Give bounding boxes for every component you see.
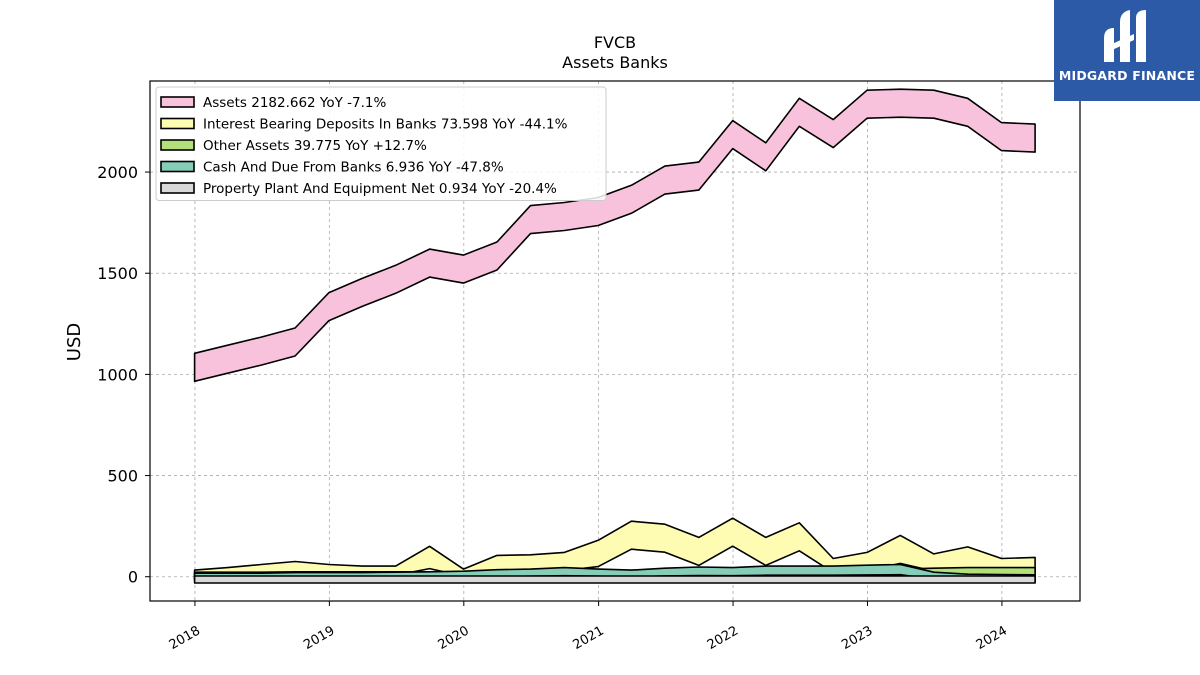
legend-swatch: [160, 117, 195, 130]
legend-entry: Assets 2182.662 YoY -7.1%: [203, 95, 387, 111]
x-tick-label: 2018: [167, 623, 203, 653]
legend: Assets 2182.662 YoY -7.1% Interest Bearin…: [155, 86, 607, 201]
x-tick-label: 2021: [570, 623, 606, 653]
legend-entry: Cash And Due From Banks 6.936 YoY -47.8%: [203, 160, 504, 176]
midgard-logo-icon: [1104, 10, 1146, 62]
x-tick-label: 2022: [705, 623, 741, 653]
y-tick-label: 2000: [97, 163, 138, 182]
legend-swatch: [160, 182, 195, 194]
chart-title: FVCB: [594, 33, 636, 52]
y-tick-label: 0: [128, 568, 138, 587]
series-band: [193, 88, 1036, 383]
legend-entry: Property Plant And Equipment Net 0.934 Y…: [203, 181, 557, 197]
brand-logo: MIDGARD FINANCE: [1054, 0, 1200, 101]
x-tick-label: 2020: [436, 623, 472, 653]
legend-entry: Interest Bearing Deposits In Banks 73.59…: [203, 117, 568, 133]
legend-swatch: [160, 160, 195, 173]
legend-swatch: [160, 96, 195, 108]
y-tick-label: 1000: [97, 365, 138, 384]
plot-frame: [149, 80, 1081, 602]
chart-subtitle: Assets Banks: [562, 53, 668, 72]
y-ticks: 0 500 1000 1500 2000: [97, 163, 150, 587]
series-layer: [193, 88, 1036, 584]
series-band: [193, 575, 1036, 584]
y-tick-label: 500: [107, 467, 138, 486]
legend-swatch: [160, 139, 195, 151]
y-tick-label: 1500: [97, 264, 138, 283]
legend-box: [155, 86, 607, 201]
x-ticks: 2018 2019 2020 2021 2022 2023 2024: [167, 601, 1010, 653]
brand-name: MIDGARD FINANCE: [1058, 68, 1196, 83]
x-tick-label: 2019: [301, 623, 337, 653]
y-axis-label: USD: [64, 323, 85, 361]
x-tick-label: 2023: [839, 623, 875, 653]
x-tick-label: 2024: [974, 623, 1010, 653]
legend-entry: Other Assets 39.775 YoY +12.7%: [203, 138, 427, 154]
